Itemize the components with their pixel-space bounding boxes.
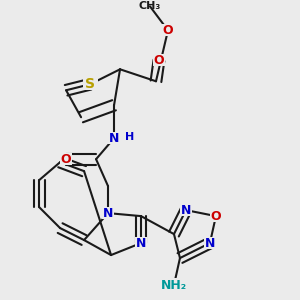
Text: S: S bbox=[85, 77, 95, 91]
FancyBboxPatch shape bbox=[210, 210, 222, 222]
Text: N: N bbox=[181, 204, 191, 217]
Text: N: N bbox=[205, 237, 215, 250]
Text: N: N bbox=[109, 132, 119, 145]
FancyBboxPatch shape bbox=[180, 204, 192, 216]
FancyBboxPatch shape bbox=[105, 132, 123, 144]
Text: N: N bbox=[103, 207, 113, 220]
FancyBboxPatch shape bbox=[164, 278, 184, 292]
FancyBboxPatch shape bbox=[102, 207, 114, 219]
Text: O: O bbox=[154, 54, 164, 67]
Text: O: O bbox=[61, 153, 71, 166]
Text: O: O bbox=[211, 210, 221, 223]
Text: NH₂: NH₂ bbox=[161, 278, 187, 292]
Text: CH₃: CH₃ bbox=[139, 2, 161, 11]
Text: O: O bbox=[163, 24, 173, 37]
FancyBboxPatch shape bbox=[162, 24, 174, 36]
FancyBboxPatch shape bbox=[135, 237, 147, 249]
FancyBboxPatch shape bbox=[153, 54, 165, 66]
FancyBboxPatch shape bbox=[204, 237, 216, 249]
Text: N: N bbox=[136, 237, 146, 250]
FancyBboxPatch shape bbox=[60, 153, 72, 165]
FancyBboxPatch shape bbox=[82, 78, 98, 90]
Text: H: H bbox=[125, 132, 135, 142]
